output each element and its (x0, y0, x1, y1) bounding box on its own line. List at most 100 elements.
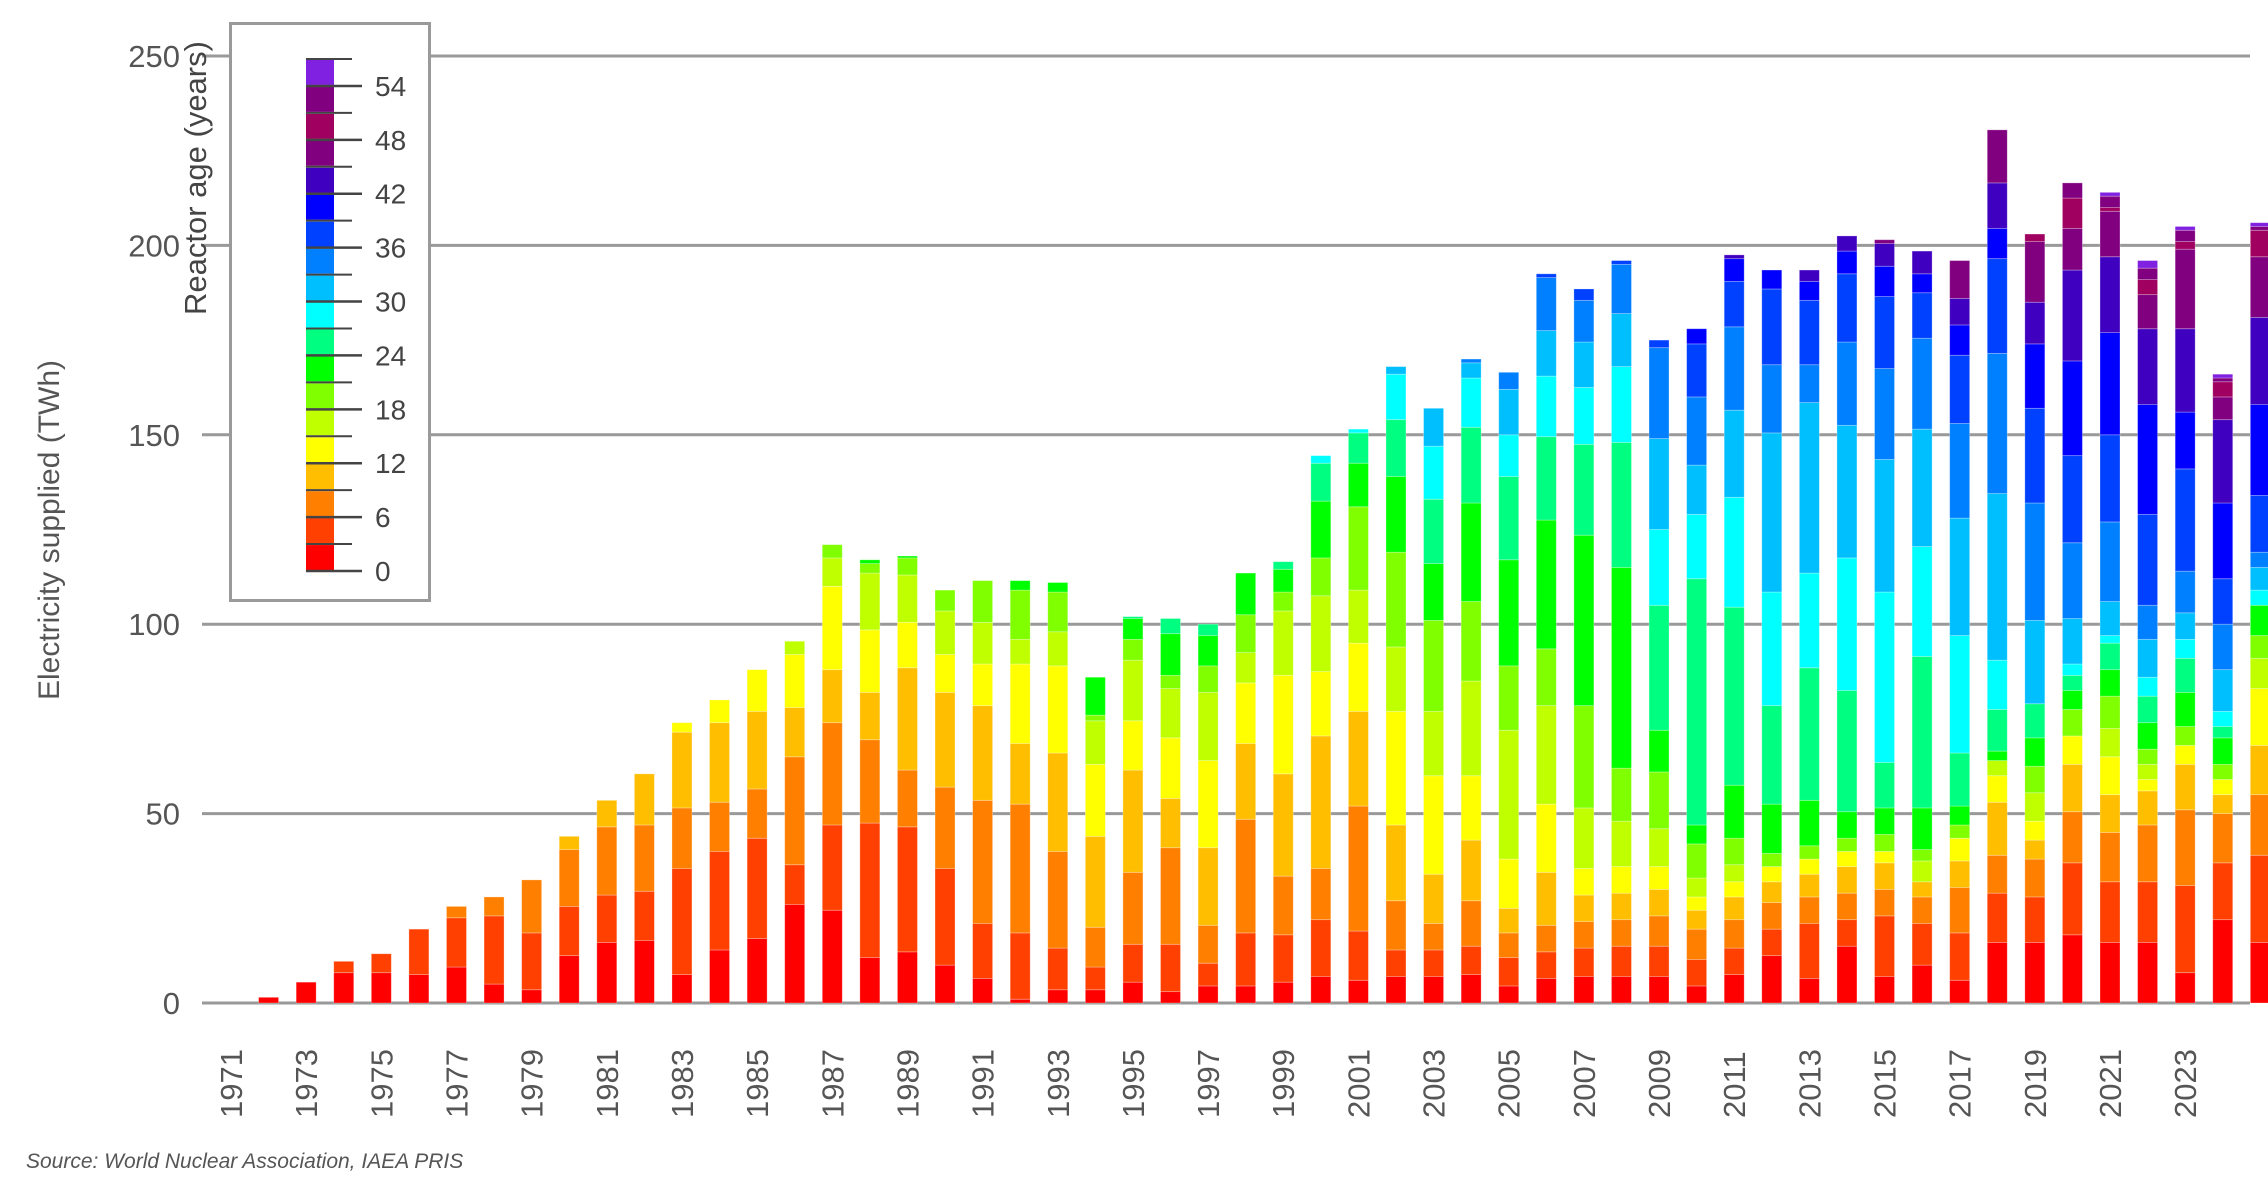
bar-segment (2249, 566, 2268, 591)
bar-segment (1348, 805, 1369, 932)
bar-segment (934, 964, 956, 1004)
bar-segment (709, 699, 730, 724)
bar-segment (1498, 932, 1520, 958)
bar-segment (1348, 710, 1369, 807)
bar-segment (1986, 892, 2008, 943)
y-tick-label: 200 (128, 228, 180, 263)
bar-segment (1611, 945, 1632, 977)
bar-2005 (1498, 371, 1520, 1004)
bar-segment (1235, 652, 1257, 684)
legend-swatch (306, 356, 334, 382)
bar-2023 (2174, 226, 2196, 1004)
bar-segment (1798, 845, 1820, 860)
bar-segment (1874, 915, 1895, 977)
bar-1982 (633, 773, 655, 1004)
bar-1986 (784, 640, 806, 1004)
bar-segment (1535, 924, 1557, 953)
bar-segment (2174, 570, 2196, 614)
bar-segment (1949, 260, 1971, 299)
x-tick-label: 1991 (966, 1049, 1001, 1118)
bar-1999 (1272, 561, 1294, 1004)
bar-segment (1949, 979, 1971, 1004)
bar-segment (2174, 691, 2196, 727)
bar-segment (1611, 260, 1632, 265)
bar-segment (1122, 981, 1144, 1004)
bar-segment (1573, 947, 1595, 977)
bar-segment (2174, 809, 2196, 886)
bar-segment (2099, 695, 2121, 729)
bar-segment (1686, 909, 1708, 930)
bar-segment (2174, 411, 2196, 470)
bar-segment (1836, 851, 1858, 868)
bar-segment (1798, 799, 1820, 847)
bar-segment (1310, 557, 1332, 597)
bar-segment (1798, 299, 1820, 366)
bar-segment (1535, 705, 1557, 805)
bar-segment (934, 654, 956, 693)
bar-segment (1836, 341, 1858, 426)
bar-segment (1460, 775, 1482, 841)
bar-segment (1986, 760, 2008, 777)
bar-segment (1122, 618, 1144, 640)
bar-segment (897, 555, 918, 559)
bar-segment (1423, 775, 1444, 875)
bar-segment (1385, 476, 1407, 553)
legend-tick-label: 36 (375, 233, 406, 264)
bar-segment (1949, 805, 1971, 826)
bar-segment (1535, 951, 1557, 979)
bar-segment (972, 799, 993, 924)
bar-segment (1047, 665, 1069, 754)
bar-segment (859, 691, 881, 741)
bar-segment (1423, 873, 1444, 924)
bar-segment (1911, 923, 1933, 966)
bar-segment (2249, 226, 2268, 231)
bar-segment (2062, 690, 2083, 710)
bar-segment (1723, 606, 1745, 786)
bar-2007 (1573, 288, 1595, 1004)
bar-segment (2024, 858, 2046, 898)
y-tick-label: 150 (128, 418, 180, 453)
bar-segment (1498, 388, 1520, 436)
bar-segment (1498, 858, 1520, 909)
bar-segment (1460, 900, 1482, 947)
bar-segment (2174, 328, 2196, 413)
bar-2018 (1986, 129, 2008, 1004)
bar-1974 (333, 960, 355, 1004)
bar-segment (1535, 277, 1557, 332)
bar-1992 (1009, 580, 1031, 1004)
bar-segment (521, 932, 543, 991)
bar-segment (2249, 495, 2268, 553)
bar-segment (1611, 892, 1632, 921)
bar-segment (2099, 635, 2121, 644)
bar-segment (821, 557, 843, 587)
bar-segment (2249, 222, 2268, 227)
bar-segment (972, 705, 993, 801)
bar-segment (1460, 377, 1482, 428)
bar-segment (1160, 991, 1181, 1004)
bar-segment (934, 868, 956, 966)
bar-segment (1798, 280, 1820, 301)
legend-tick-label: 18 (375, 394, 406, 425)
bar-segment (1949, 517, 1971, 636)
bar-segment (2174, 468, 2196, 572)
bar-segment (2062, 735, 2083, 765)
bar-segment (1874, 834, 1895, 852)
bar-segment (1911, 655, 1933, 809)
bar-segment (2062, 862, 2083, 936)
x-tick-label: 1999 (1266, 1049, 1301, 1118)
bar-segment (1836, 837, 1858, 852)
bar-segment (1686, 959, 1708, 987)
bar-segment (1197, 924, 1219, 964)
bar-segment (1686, 396, 1708, 466)
bar-segment (1197, 665, 1219, 693)
bar-segment (1723, 919, 1745, 949)
bar-segment (1235, 572, 1257, 616)
bar-segment (1949, 887, 1971, 934)
bar-segment (1611, 366, 1632, 443)
x-tick-label: 2023 (2168, 1049, 2203, 1118)
bar-segment (2174, 226, 2196, 231)
bar-2012 (1761, 269, 1783, 1004)
bar-segment (1423, 407, 1444, 447)
bar-segment (1761, 364, 1783, 434)
